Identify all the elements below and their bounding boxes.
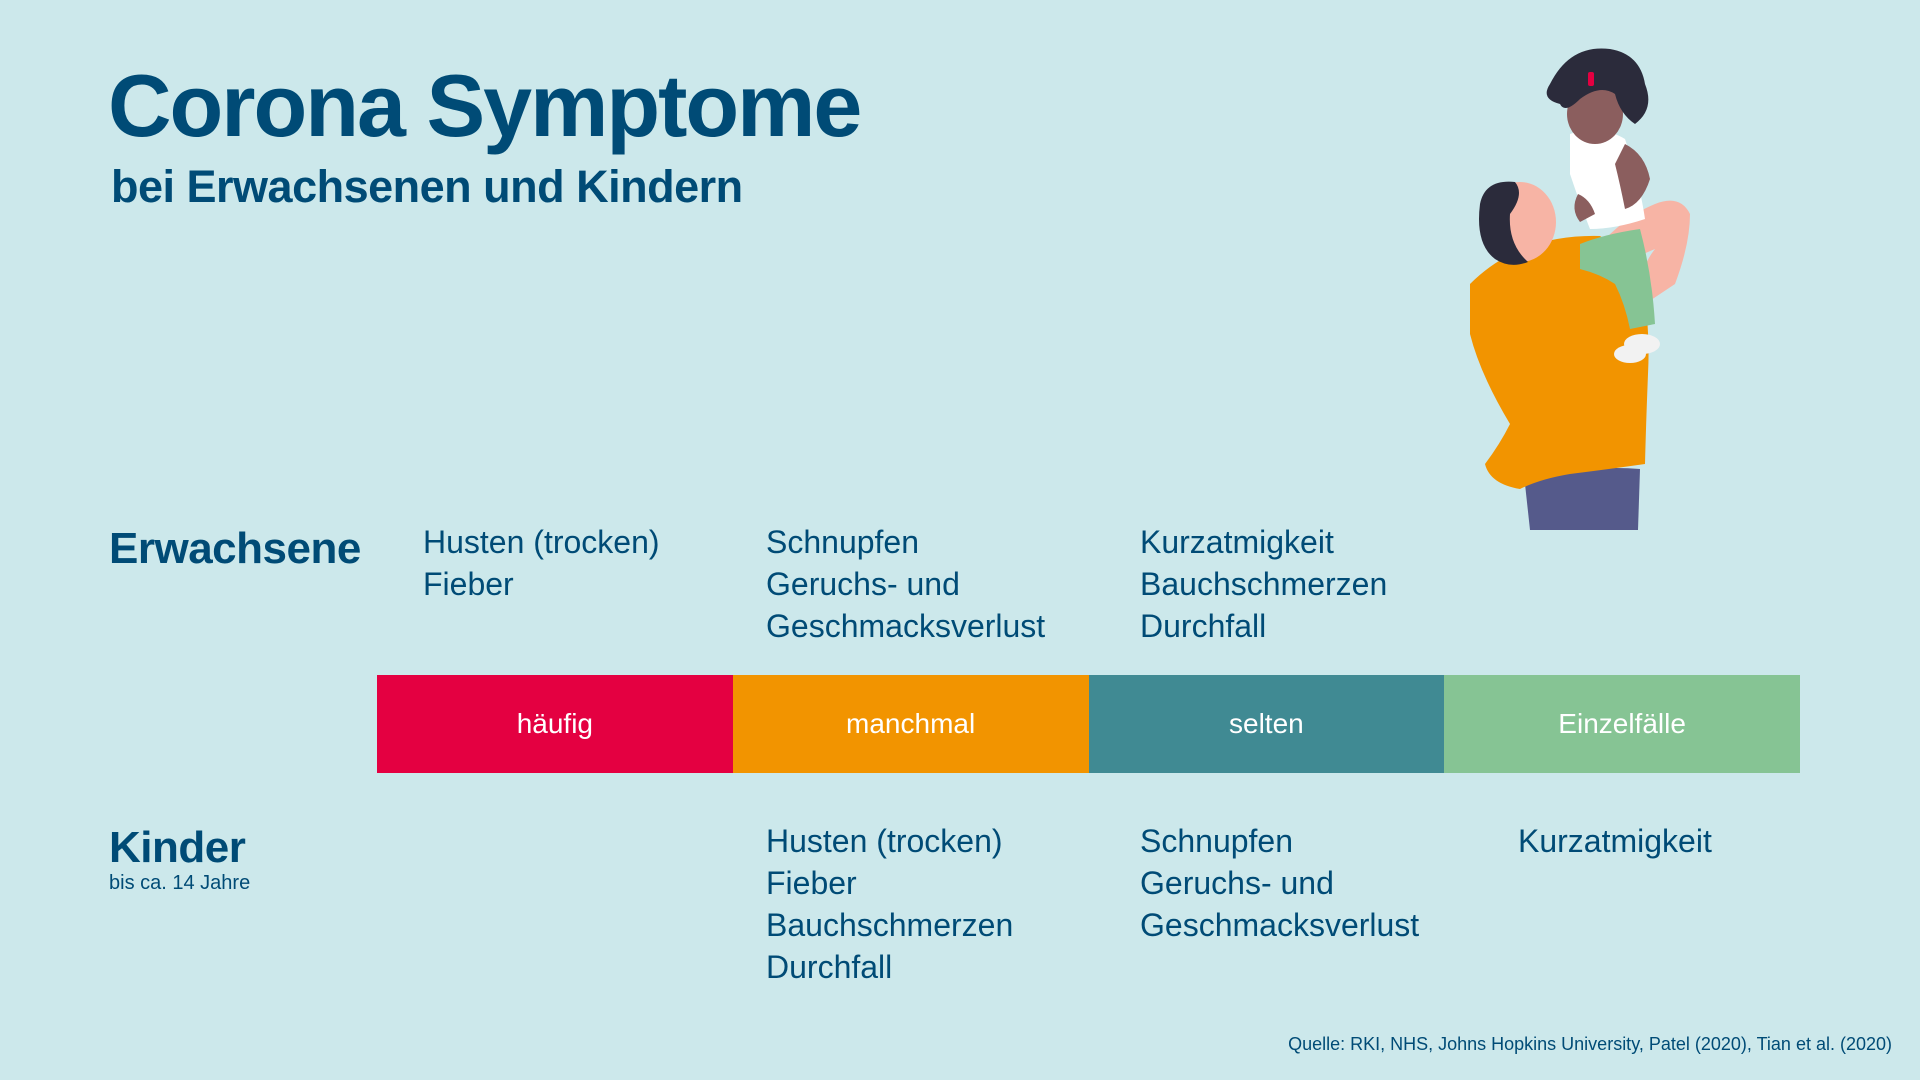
- adult-symptoms-selten: Kurzatmigkeit Bauchschmerzen Durchfall: [1140, 521, 1387, 647]
- child-symptoms-selten: Schnupfen Geruchs- und Geschmacksverlust: [1140, 820, 1419, 946]
- symptom-item: Durchfall: [766, 949, 893, 985]
- symptom-item: Geruchs- und: [766, 566, 960, 602]
- child-symptoms-einzelfaelle: Kurzatmigkeit: [1518, 820, 1712, 862]
- symptom-item: Geschmacksverlust: [766, 608, 1046, 644]
- adult-symptoms-haeufig: Husten (trocken) Fieber: [423, 521, 660, 605]
- row-label-adults: Erwachsene: [109, 524, 361, 573]
- symptom-item: Husten (trocken): [766, 823, 1003, 859]
- adult-symptoms-manchmal: Schnupfen Geruchs- und Geschmacksverlust: [766, 521, 1045, 647]
- symptom-item: Schnupfen: [766, 524, 920, 560]
- scale-segment-haeufig: häufig: [377, 675, 733, 773]
- scale-segment-manchmal: manchmal: [732, 675, 1089, 773]
- symptom-item: Schnupfen: [1140, 823, 1294, 859]
- symptom-item: Geruchs- und: [1140, 865, 1334, 901]
- symptom-item: Kurzatmigkeit: [1140, 524, 1334, 560]
- symptom-item: Husten (trocken): [423, 524, 660, 560]
- symptom-item: Bauchschmerzen: [766, 907, 1014, 943]
- parent-lifting-child-illustration: [1470, 48, 1690, 530]
- scale-segment-selten: selten: [1088, 675, 1445, 773]
- symptom-item: Geschmacksverlust: [1140, 907, 1420, 943]
- symptom-item: Kurzatmigkeit: [1518, 823, 1712, 859]
- symptom-item: Fieber: [423, 566, 514, 602]
- symptom-item: Durchfall: [1140, 608, 1267, 644]
- row-note-children-age: bis ca. 14 Jahre: [109, 872, 251, 894]
- scale-segment-einzelfaelle: Einzelfälle: [1444, 675, 1800, 773]
- page-title: Corona Symptome: [108, 56, 862, 155]
- page-subtitle: bei Erwachsenen und Kindern: [111, 161, 743, 212]
- symptom-item: Fieber: [766, 865, 857, 901]
- source-citation: Quelle: RKI, NHS, Johns Hopkins Universi…: [1288, 1034, 1892, 1054]
- frequency-scale-bar: häufig manchmal selten Einzelfälle: [377, 675, 1800, 773]
- child-symptoms-manchmal: Husten (trocken) Fieber Bauchschmerzen D…: [766, 820, 1013, 988]
- symptom-item: Bauchschmerzen: [1140, 566, 1388, 602]
- row-label-children: Kinder: [109, 823, 246, 872]
